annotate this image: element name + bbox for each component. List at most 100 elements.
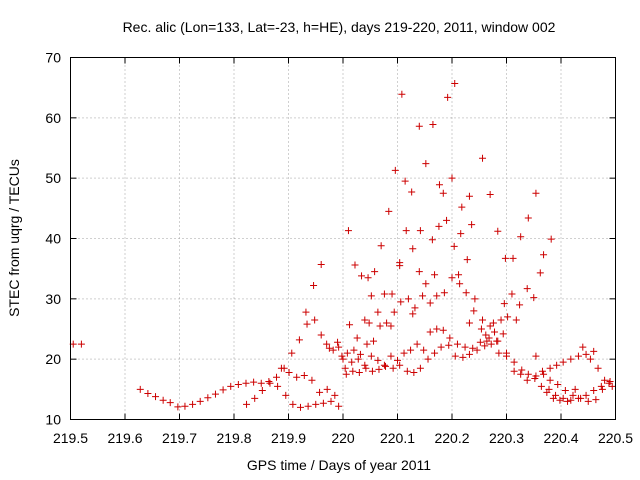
- x-tick-label: 219.9: [271, 430, 306, 446]
- data-point: [446, 334, 454, 342]
- data-point: [409, 310, 417, 318]
- data-point: [334, 338, 342, 346]
- data-point: [554, 381, 562, 389]
- data-point: [274, 382, 282, 390]
- data-point: [582, 391, 590, 399]
- data-point: [346, 321, 354, 329]
- data-point: [453, 340, 461, 348]
- data-point: [273, 373, 281, 381]
- data-point: [204, 394, 212, 402]
- data-point: [481, 342, 489, 350]
- data-point: [166, 399, 174, 407]
- data-point: [308, 376, 316, 384]
- data-point: [597, 382, 605, 390]
- data-point: [465, 350, 473, 358]
- data-point: [523, 285, 531, 293]
- data-point: [350, 346, 358, 354]
- data-point: [335, 402, 343, 410]
- data-point: [455, 271, 463, 279]
- data-point: [416, 227, 424, 235]
- data-point: [382, 362, 390, 370]
- data-point: [181, 402, 189, 410]
- data-point: [362, 364, 370, 372]
- data-point: [416, 364, 424, 372]
- x-tick-label: 220: [331, 430, 355, 446]
- data-point: [523, 376, 531, 384]
- data-point: [285, 368, 293, 376]
- data-point: [364, 274, 372, 282]
- x-tick-label: 219.7: [162, 430, 197, 446]
- data-point: [374, 356, 382, 364]
- data-point: [243, 400, 251, 408]
- data-point: [536, 269, 544, 277]
- data-point: [491, 328, 499, 336]
- data-point: [303, 320, 311, 328]
- data-point: [265, 377, 273, 385]
- data-point: [443, 216, 451, 224]
- data-point: [524, 370, 532, 378]
- data-point: [462, 289, 470, 297]
- data-point: [435, 181, 443, 189]
- data-point: [461, 343, 469, 351]
- data-point: [355, 368, 363, 376]
- data-point: [400, 349, 408, 357]
- data-point: [257, 379, 265, 387]
- y-tick-label: 20: [45, 351, 61, 367]
- data-point: [396, 361, 404, 369]
- data-point: [189, 400, 197, 408]
- data-point: [390, 308, 398, 316]
- data-point: [196, 397, 204, 405]
- data-point: [316, 388, 324, 396]
- data-point: [282, 391, 290, 399]
- data-point: [329, 346, 337, 354]
- data-point: [408, 188, 416, 196]
- data-point: [422, 160, 430, 168]
- data-point: [385, 207, 393, 215]
- data-point: [377, 242, 385, 250]
- data-point: [479, 316, 487, 324]
- data-point: [582, 350, 590, 358]
- y-tick-label: 70: [45, 50, 61, 66]
- x-tick-label: 220.4: [543, 430, 578, 446]
- data-point: [437, 343, 445, 351]
- data-point: [323, 340, 331, 348]
- data-point: [358, 272, 366, 280]
- data-point: [77, 340, 85, 348]
- data-point: [431, 271, 439, 279]
- data-point: [594, 364, 602, 372]
- data-point: [394, 356, 401, 364]
- data-point: [351, 261, 359, 269]
- data-point: [605, 379, 613, 387]
- data-point: [494, 227, 502, 235]
- data-point: [486, 190, 494, 198]
- data-point: [312, 400, 320, 408]
- y-tick-labels: 10 20 30 40 50 60 70: [45, 50, 61, 428]
- data-point: [356, 350, 364, 358]
- data-point: [556, 396, 564, 404]
- data-point: [420, 346, 428, 354]
- data-point: [409, 245, 417, 253]
- data-point: [590, 347, 598, 355]
- data-point: [579, 343, 587, 351]
- data-point: [311, 316, 319, 324]
- y-tick-label: 40: [45, 231, 61, 247]
- data-point: [509, 254, 517, 262]
- data-point: [136, 385, 144, 393]
- data-point: [317, 260, 325, 268]
- data-point: [586, 355, 594, 363]
- data-point: [289, 400, 297, 408]
- data-point: [598, 385, 606, 393]
- data-point: [426, 328, 434, 336]
- data-point: [293, 373, 301, 381]
- data-point: [561, 387, 569, 395]
- data-point: [564, 397, 572, 405]
- data-point: [295, 336, 303, 344]
- data-point: [339, 355, 347, 363]
- data-point: [471, 295, 479, 303]
- data-point: [258, 387, 266, 395]
- data-point: [211, 390, 219, 398]
- data-point: [531, 374, 539, 382]
- data-point: [331, 391, 339, 399]
- data-point: [448, 174, 456, 182]
